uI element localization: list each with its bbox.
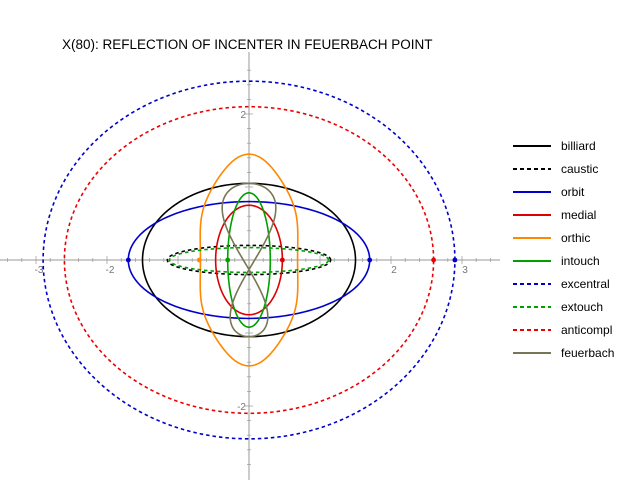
marker-orthic	[196, 257, 202, 263]
legend-item-extouch: extouch	[513, 300, 603, 314]
x-tick-label: 2	[391, 265, 397, 276]
legend-label: extouch	[561, 300, 603, 314]
markers	[125, 257, 458, 263]
x-tick-label: -3	[35, 265, 44, 276]
axes: -3 -2 2 3 -2 2	[0, 52, 500, 480]
marker-excentral	[452, 257, 458, 263]
legend-label: billiard	[561, 139, 596, 153]
legend-item-intouch: intouch	[513, 254, 600, 268]
x-tick-label: -2	[106, 265, 115, 276]
legend-label: caustic	[561, 162, 598, 176]
legend-label: feuerbach	[561, 346, 614, 360]
series-extouch	[168, 246, 330, 274]
y-tick-label: 2	[240, 110, 246, 121]
series-anticompl	[63, 105, 435, 415]
legend-item-billiard: billiard	[513, 139, 596, 153]
legend-item-orthic: orthic	[513, 231, 590, 245]
chart-title: X(80): REFLECTION OF INCENTER IN FEUERBA…	[62, 37, 433, 52]
series-caustic	[166, 244, 332, 276]
series-billiard	[141, 182, 357, 338]
marker-medial	[279, 257, 285, 263]
legend-item-anticompl: anticompl	[513, 323, 612, 337]
series-feuerbach	[221, 182, 277, 338]
series-medial	[214, 204, 284, 316]
legend-label: orbit	[561, 185, 585, 199]
x-tick-label: 3	[462, 265, 468, 276]
legend-label: anticompl	[561, 323, 612, 337]
legend-label: medial	[561, 208, 596, 222]
marker-anticompl	[431, 257, 436, 263]
legend-item-excentral: excentral	[513, 277, 610, 291]
legend-item-caustic: caustic	[513, 162, 598, 176]
marker-orbit	[125, 257, 131, 263]
marker-intouch	[225, 257, 231, 263]
legend-label: excentral	[561, 277, 610, 291]
legend-item-feuerbach: feuerbach	[513, 346, 614, 360]
legend-label: orthic	[561, 231, 590, 245]
legend-item-medial: medial	[513, 208, 596, 222]
series-excentral	[42, 80, 456, 440]
marker-orbit	[367, 257, 373, 263]
y-tick-label: -2	[237, 402, 246, 413]
legend-item-orbit: orbit	[513, 185, 585, 199]
legend-label: intouch	[561, 254, 600, 268]
legend: billiard caustic orbit medial orthic intouch e…	[513, 139, 614, 360]
